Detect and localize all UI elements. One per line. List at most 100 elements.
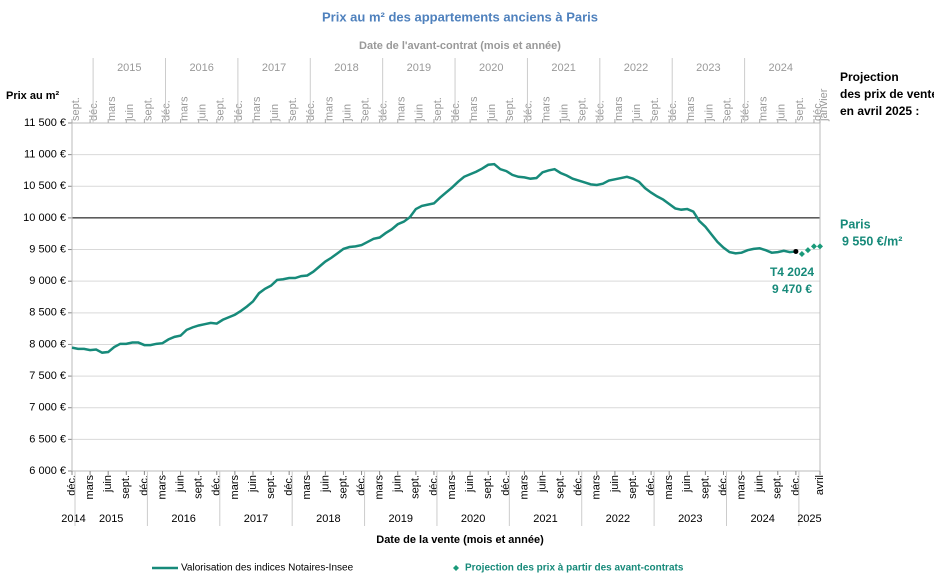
x2-tick-label: déc. [522,100,534,121]
x2-tick-label: sept. [70,97,82,121]
x-tick-label: sept. [555,475,567,499]
x-year-label: 2020 [461,513,485,525]
x2-year-label: 2022 [624,62,648,74]
x-tick-label: mars [84,475,96,500]
y-axis-title: Prix au m² [6,90,60,102]
x-tick-label: déc. [573,475,585,496]
x2-tick-label: déc. [595,100,607,121]
x2-tick-label: déc. [378,100,390,121]
x-tick-label: sept. [193,475,205,499]
x-tick-label: déc. [138,475,150,496]
x-tick-label: juin [754,475,766,493]
y-tick-label: 9 500 € [29,243,66,255]
x2-tick-label: juin [124,104,136,122]
x2-tick-label: mars [178,96,190,121]
x-year-label: 2021 [533,513,557,525]
x2-tick-label: mars [106,96,118,121]
y-tick-label: 7 500 € [29,370,66,382]
x-year-label: 2017 [244,513,268,525]
x-tick-label: sept. [772,475,784,499]
x2-tick-label: sept. [721,97,733,121]
x2-tick-label: déc. [739,100,751,121]
x-tick-label: juin [681,475,693,493]
x-year-label: 2022 [606,513,630,525]
x-tick-label: déc. [428,475,440,496]
y-tick-label: 11 000 € [24,149,66,161]
x-tick-label: mars [663,475,675,500]
x2-year-label: 2023 [696,62,720,74]
x-year-label: 2016 [171,513,195,525]
x-tick-label: juin [464,475,476,493]
x2-tick-label: déc. [233,100,245,121]
projection-point [810,243,817,250]
x-year-label: 2014 [61,513,85,525]
x2-tick-label: mars [468,96,480,121]
x2-tick-label: janvier [818,88,830,122]
x-tick-label: juin [609,475,621,493]
x-year-label: 2018 [316,513,340,525]
last-point-label: 9 470 € [772,282,812,296]
x2-year-label: 2016 [189,62,213,74]
x-tick-label: déc. [211,475,223,496]
x2-tick-label: juin [559,104,571,122]
x-tick-label: juin [247,475,259,493]
x-tick-label: déc. [645,475,657,496]
x2-tick-label: juin [341,104,353,122]
x-tick-label: juin [174,475,186,493]
x-tick-label: sept. [699,475,711,499]
x2-tick-label: sept. [504,97,516,121]
x2-tick-label: déc. [88,100,100,121]
price-line [71,162,797,354]
x-year-label: 2019 [389,513,413,525]
x-tick-label: juin [319,475,331,493]
projection-point [804,247,811,254]
x2-tick-label: juin [776,104,788,122]
x2-tick-label: déc. [812,100,824,121]
y-tick-label: 6 500 € [29,433,66,445]
x2-tick-label: déc. [160,100,172,121]
x2-tick-label: mars [613,96,625,121]
legend-label: Valorisation des indices Notaires-Insee [181,563,354,574]
x2-tick-label: mars [758,96,770,121]
x-tick-label: déc. [66,475,78,496]
projection-point [798,250,805,257]
x2-tick-label: sept. [432,97,444,121]
y-tick-label: 9 000 € [29,275,66,287]
y-tick-label: 8 000 € [29,338,66,350]
x2-tick-label: mars [251,96,263,121]
legend-swatch [453,565,459,571]
x2-tick-label: déc. [667,100,679,121]
x2-axis-title: Date de l'avant-contrat (mois et année) [359,40,561,52]
chart-title: Prix au m² des appartements anciens à Pa… [322,9,598,24]
x-tick-label: sept. [265,475,277,499]
y-tick-label: 11 500 € [24,117,66,129]
x-tick-label: mars [591,475,603,500]
x2-tick-label: sept. [794,97,806,121]
x2-tick-label: juin [197,104,209,122]
x2-tick-label: sept. [142,97,154,121]
x2-tick-label: mars [685,96,697,121]
x-tick-label: juin [392,475,404,493]
plot-frame [71,122,821,472]
x2-tick-label: sept. [649,97,661,121]
last-point-label: T4 2024 [770,265,814,279]
x-year-label: 2015 [99,513,123,525]
x2-year-label: 2019 [407,62,431,74]
legend-label: Projection des prix à partir des avant-c… [465,563,684,574]
y-tick-label: 7 000 € [29,402,66,414]
x-tick-label: juin [102,475,114,493]
y-tick-label: 6 000 € [29,465,66,477]
x-tick-label: sept. [120,475,132,499]
x-tick-label: juin [536,475,548,493]
x2-year-label: 2017 [262,62,286,74]
projection-title: des prix de vente [840,87,934,101]
projection-title: en avril 2025 : [840,104,919,118]
x2-year-label: 2018 [334,62,358,74]
x-tick-label: mars [518,475,530,500]
projection-value: 9 550 €/m² [842,234,902,248]
projection-title: Projection [840,70,899,84]
x-tick-label: déc. [717,475,729,496]
y-tick-label: 10 500 € [23,180,66,192]
x2-tick-label: déc. [450,100,462,121]
x-tick-label: sept. [482,475,494,499]
